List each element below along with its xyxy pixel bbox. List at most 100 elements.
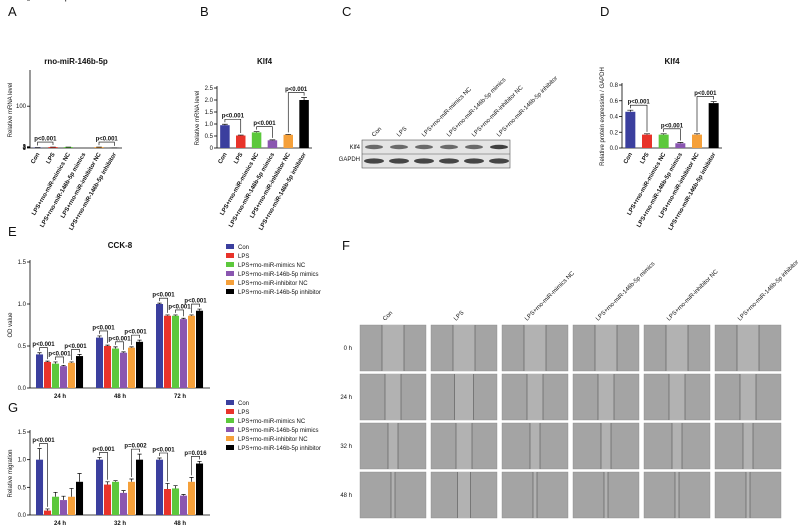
- error-bar: [165, 314, 170, 316]
- error-bar: [253, 131, 260, 133]
- blot-band: [389, 158, 409, 164]
- chart-title: Klf4: [257, 57, 273, 66]
- error-bar: [301, 97, 307, 100]
- y-tick-label: 1.0: [205, 122, 214, 128]
- significance-label: p<0.001: [32, 342, 55, 348]
- x-tick-label: LPS: [640, 152, 651, 165]
- bar: [60, 500, 68, 515]
- bar: [220, 125, 230, 148]
- scratch-gap: [601, 423, 611, 469]
- error-bar: [644, 133, 650, 135]
- significance-label: p<0.001: [64, 344, 87, 350]
- bar: [48, 147, 58, 148]
- bar: [128, 481, 136, 515]
- bar: [60, 366, 68, 388]
- bar: [112, 348, 120, 388]
- y-axis-label: Relative migration: [8, 449, 14, 497]
- legend-swatch: [226, 400, 234, 405]
- scratch-column-label: LPS: [453, 310, 465, 322]
- bar: [180, 495, 188, 515]
- legend-swatch: [226, 427, 234, 432]
- legend-swatch: [226, 445, 234, 450]
- significance-bracket: [98, 141, 115, 146]
- error-bar: [69, 488, 74, 497]
- legend-swatch: [226, 436, 234, 441]
- scratch-gap: [453, 325, 475, 371]
- error-bar: [157, 302, 162, 304]
- y-axis-label: Relative mRNA level: [195, 91, 201, 146]
- panel-letter: B: [200, 4, 209, 19]
- scratch-gap: [746, 472, 750, 518]
- significance-label: p<0.001: [108, 336, 131, 342]
- scratch-gap: [391, 472, 395, 518]
- scratch-gap: [524, 325, 546, 371]
- y-tick-label: 1.0: [18, 458, 27, 464]
- bar: [136, 341, 144, 388]
- scratch-gap: [388, 423, 398, 469]
- legend-label: LPS+rno-miR-mimics NC: [238, 263, 306, 269]
- significance-bracket: [224, 118, 242, 134]
- significance-label: p<0.001: [253, 121, 276, 127]
- blot-band: [415, 144, 433, 150]
- bar: [267, 140, 278, 148]
- y-axis-label: OD value: [8, 312, 14, 338]
- x-tick-label: 72 h: [174, 394, 186, 400]
- scratch-gap: [382, 325, 404, 371]
- legend-label: LPS+rno-miR-146b-5p mimics: [238, 428, 319, 434]
- x-tick-label: Con: [218, 152, 229, 165]
- legend-swatch: [226, 409, 234, 414]
- legend-swatch: [226, 244, 234, 249]
- significance-label: p<0.001: [48, 351, 71, 357]
- scratch-gap: [454, 374, 474, 420]
- significance-bracket: [159, 452, 168, 482]
- significance-label: p<0.001: [168, 304, 191, 310]
- y-tick-label: 0.5: [18, 344, 27, 350]
- x-tick-label: LPS: [46, 152, 57, 165]
- y-tick-label: 200: [16, 0, 27, 2]
- bar: [180, 319, 188, 388]
- scratch-row-label: 32 h: [340, 444, 352, 450]
- error-bar: [173, 314, 178, 316]
- scratch-gap: [595, 325, 617, 371]
- scratch-gap: [530, 423, 540, 469]
- blot-row-label: Klf4: [350, 145, 361, 151]
- bar: [164, 488, 172, 515]
- error-bar: [121, 351, 126, 353]
- error-bar: [189, 477, 194, 482]
- error-bar: [77, 354, 82, 357]
- error-bar: [121, 490, 126, 493]
- bar: [63, 147, 73, 148]
- error-bar: [61, 364, 66, 367]
- blot-band: [439, 158, 459, 164]
- error-bar: [137, 339, 142, 342]
- significance-label: p<0.001: [92, 447, 115, 453]
- legend-label: LPS+rno-miR-inhibitor NC: [238, 281, 308, 287]
- error-bar: [77, 473, 82, 482]
- bar: [283, 134, 293, 148]
- blot-band: [490, 144, 508, 150]
- significance-label: p<0.001: [628, 100, 651, 106]
- y-tick-label: 0.5: [18, 485, 27, 491]
- y-tick-label: 1.0: [18, 302, 27, 308]
- bar: [36, 354, 44, 388]
- x-tick-label: LPS: [233, 152, 244, 165]
- scratch-gap: [672, 423, 682, 469]
- y-tick-label: 0.5: [205, 134, 214, 140]
- significance-label: p<0.001: [222, 114, 245, 120]
- panel-letter: F: [342, 238, 350, 253]
- error-bar: [137, 453, 142, 460]
- significance-label: p<0.001: [124, 330, 147, 336]
- bar: [299, 100, 309, 148]
- error-bar: [61, 495, 66, 501]
- blot-row-label: GAPDH: [339, 157, 360, 163]
- legend-swatch: [226, 289, 234, 294]
- significance-label: p<0.001: [34, 137, 57, 143]
- bar: [120, 492, 128, 515]
- scratch-gap: [385, 374, 401, 420]
- y-tick-label: 0.2: [610, 130, 619, 136]
- y-tick-label: 0.0: [610, 146, 619, 152]
- significance-bracket: [131, 334, 140, 345]
- error-bar: [129, 346, 134, 348]
- bar: [68, 496, 76, 515]
